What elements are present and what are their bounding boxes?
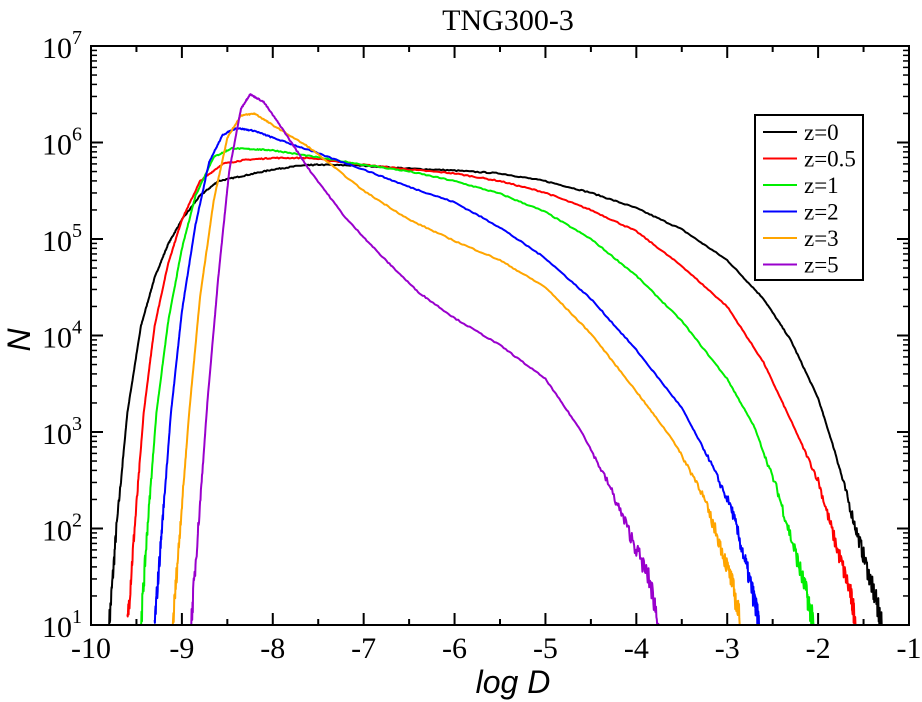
series-line-1	[126, 156, 857, 626]
chart-title: TNG300-3	[442, 4, 574, 37]
legend-label: z=5	[804, 253, 839, 278]
y-tick-base: 10	[42, 515, 72, 548]
tick-labels: -10 -9 -8 -7 -6 -5 -4 -3 -2 -11011021031041051061…	[42, 27, 922, 665]
ticks-layer	[90, 45, 910, 626]
legend-label: z=3	[804, 226, 839, 251]
legend-label: z=0	[804, 120, 839, 145]
y-tick-exponent: 3	[72, 413, 82, 435]
y-tick-exponent: 6	[72, 124, 82, 146]
y-tick-label: 106	[42, 124, 82, 162]
legend-label: z=0.5	[804, 147, 856, 172]
x-tick-label: -6	[442, 632, 467, 665]
y-tick-base: 10	[42, 129, 72, 162]
y-tick-base: 10	[42, 418, 72, 451]
series-line-4	[171, 112, 742, 626]
y-tick-label: 107	[42, 27, 82, 65]
legend-label: z=2	[804, 200, 839, 225]
y-tick-base: 10	[42, 611, 72, 644]
x-tick-label: -7	[351, 632, 376, 665]
y-tick-base: 10	[42, 225, 72, 258]
x-tick-label: -4	[624, 632, 649, 665]
legend-box	[754, 114, 864, 281]
x-tick-label: -2	[806, 632, 831, 665]
series-line-5	[190, 93, 660, 626]
x-tick-label: -1	[897, 632, 922, 665]
y-tick-exponent: 2	[72, 510, 82, 532]
y-tick-base: 10	[42, 32, 72, 65]
x-tick-label: -9	[169, 632, 194, 665]
x-tick-label: -5	[533, 632, 558, 665]
series-line-3	[153, 127, 760, 626]
y-tick-exponent: 1	[72, 606, 82, 628]
y-tick-exponent: 5	[72, 220, 82, 242]
y-tick-base: 10	[42, 322, 72, 355]
x-tick-label: -3	[715, 632, 740, 665]
x-tick-label: -8	[260, 632, 285, 665]
y-tick-exponent: 7	[72, 27, 82, 49]
y-tick-label: 105	[42, 220, 82, 258]
legend: z=0z=0.5z=1z=2z=3z=5	[754, 114, 864, 281]
y-tick-label: 101	[42, 606, 82, 644]
series-line-2	[140, 146, 815, 626]
y-tick-label: 103	[42, 413, 82, 451]
x-axis-label: log D	[476, 664, 551, 700]
legend-label: z=1	[804, 173, 839, 198]
y-axis-label: N	[1, 328, 37, 352]
series-layer	[108, 93, 883, 626]
x-tick-label: -10	[71, 632, 111, 665]
y-tick-label: 104	[42, 317, 82, 355]
series-line-0	[108, 163, 883, 626]
y-tick-exponent: 4	[72, 317, 82, 339]
y-tick-label: 102	[42, 510, 82, 548]
